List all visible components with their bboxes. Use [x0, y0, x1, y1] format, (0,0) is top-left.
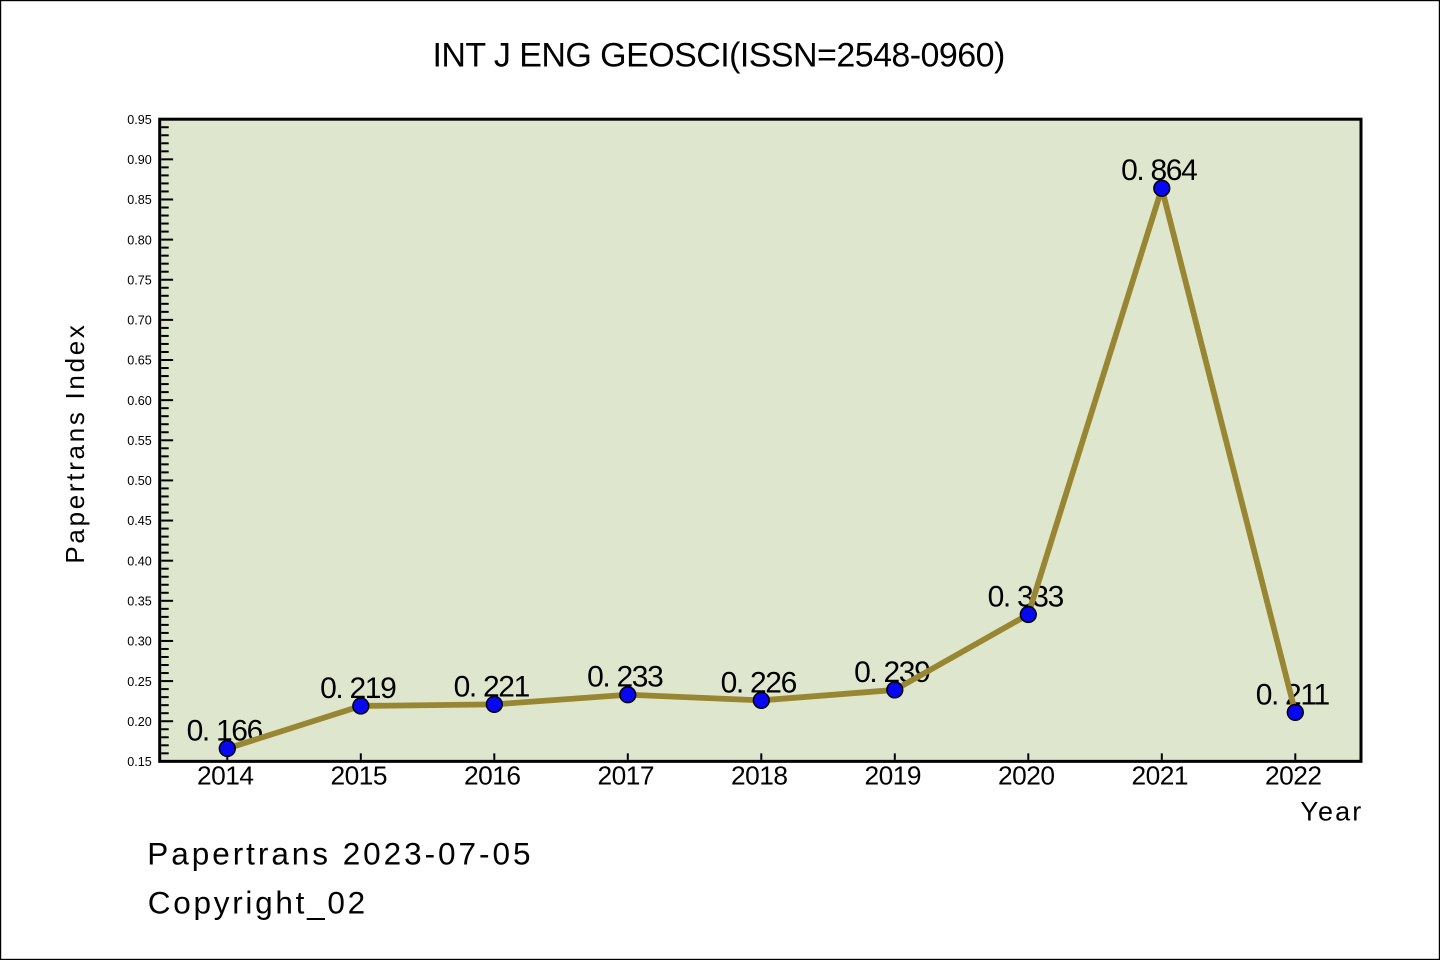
svg-text:0.35: 0.35 — [127, 595, 152, 609]
svg-text:0.60: 0.60 — [127, 394, 152, 408]
svg-text:0.15: 0.15 — [127, 755, 152, 769]
svg-text:2019: 2019 — [865, 760, 922, 790]
svg-text:Papertrans 2023-07-05: Papertrans 2023-07-05 — [147, 835, 533, 871]
svg-text:0.70: 0.70 — [127, 314, 152, 328]
svg-text:0.85: 0.85 — [127, 193, 152, 207]
svg-text:INT J ENG GEOSCI(ISSN=2548-096: INT J ENG GEOSCI(ISSN=2548-0960) — [433, 37, 1005, 75]
svg-text:0.45: 0.45 — [127, 514, 152, 528]
svg-text:0.20: 0.20 — [127, 715, 152, 729]
svg-text:0.75: 0.75 — [127, 273, 152, 287]
svg-text:0.30: 0.30 — [127, 635, 152, 649]
svg-text:0.90: 0.90 — [127, 153, 152, 167]
svg-text:2022: 2022 — [1265, 760, 1322, 790]
svg-text:2020: 2020 — [998, 760, 1055, 790]
svg-text:2015: 2015 — [331, 760, 388, 790]
svg-text:Copyright_02: Copyright_02 — [148, 885, 368, 921]
svg-text:2021: 2021 — [1132, 760, 1189, 790]
svg-text:0.80: 0.80 — [127, 233, 152, 247]
svg-text:Papertrans Index: Papertrans Index — [60, 322, 90, 563]
svg-text:0.95: 0.95 — [127, 113, 152, 127]
svg-text:2017: 2017 — [598, 760, 655, 790]
svg-text:0.40: 0.40 — [127, 554, 152, 568]
svg-text:0.65: 0.65 — [127, 354, 152, 368]
svg-text:Year: Year — [1300, 797, 1363, 827]
svg-text:2014: 2014 — [197, 760, 254, 790]
svg-text:0.55: 0.55 — [127, 434, 152, 448]
svg-text:0.25: 0.25 — [127, 675, 152, 689]
svg-text:2018: 2018 — [731, 760, 788, 790]
svg-text:0.50: 0.50 — [127, 474, 152, 488]
svg-text:2016: 2016 — [464, 760, 521, 790]
